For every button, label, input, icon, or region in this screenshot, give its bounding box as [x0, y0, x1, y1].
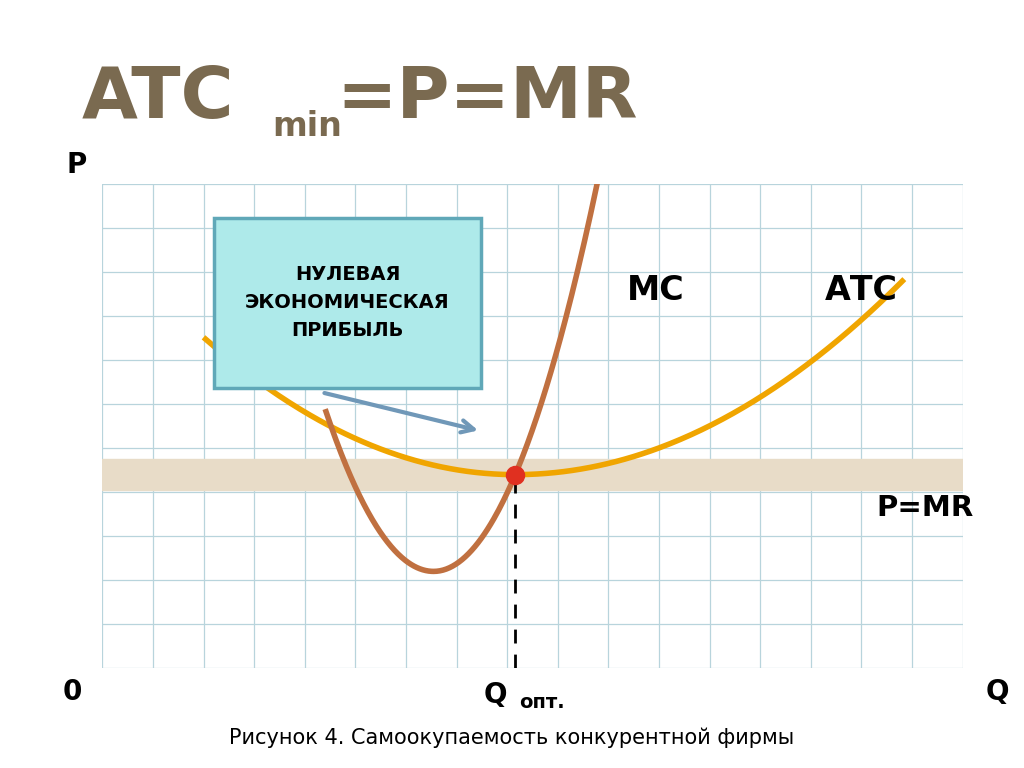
Text: P: P — [67, 151, 87, 180]
Text: =P=MR: =P=MR — [336, 64, 638, 133]
Text: Q: Q — [985, 678, 1009, 707]
Text: опт.: опт. — [519, 694, 565, 713]
Text: P=MR: P=MR — [877, 495, 974, 522]
Text: 0: 0 — [62, 678, 82, 707]
Text: МС: МС — [627, 274, 685, 307]
Text: НУЛЕВАЯ
ЭКОНОМИЧЕСКАЯ
ПРИБЫЛЬ: НУЛЕВАЯ ЭКОНОМИЧЕСКАЯ ПРИБЫЛЬ — [245, 266, 450, 340]
Text: Q: Q — [483, 680, 507, 709]
Bar — [102, 459, 963, 490]
Text: min: min — [272, 110, 342, 143]
Text: АТС: АТС — [825, 274, 898, 307]
FancyBboxPatch shape — [214, 218, 481, 388]
Text: Рисунок 4. Самоокупаемость конкурентной фирмы: Рисунок 4. Самоокупаемость конкурентной … — [229, 727, 795, 747]
Text: ATC: ATC — [82, 64, 234, 133]
